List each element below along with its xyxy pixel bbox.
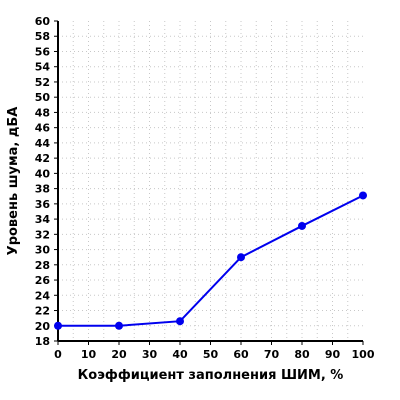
y-tick-label: 42 [35,152,50,165]
y-tick-label: 50 [35,91,51,104]
y-tick-label: 38 [35,183,50,196]
data-point [298,221,306,230]
y-tick-label: 28 [35,259,50,272]
y-tick-label: 58 [35,30,50,43]
y-tick-label: 36 [35,198,51,211]
data-point [54,321,62,330]
x-tick-label: 20 [111,348,127,361]
y-tick-label: 48 [35,106,50,119]
y-tick-label: 54 [35,61,51,74]
y-tick-label: 60 [35,15,51,28]
y-axis-label: Уровень шума, дБА [6,107,21,256]
data-point [115,321,123,330]
y-tick-label: 56 [35,45,51,58]
x-tick-label: 30 [142,348,158,361]
x-tick-label: 100 [352,348,375,361]
y-tick-label: 34 [35,213,51,226]
x-tick-label: 80 [294,348,310,361]
x-tick-label: 60 [233,348,249,361]
y-tick-label: 52 [35,76,50,89]
y-tick-label: 26 [35,274,51,287]
x-tick-label: 90 [325,348,341,361]
x-tick-label: 70 [264,348,280,361]
y-tick-label: 40 [35,167,51,180]
x-tick-label: 50 [203,348,219,361]
x-tick-label: 40 [172,348,188,361]
y-tick-label: 32 [35,228,50,241]
y-tick-label: 24 [35,289,51,302]
y-axis-ticks: 18 20 22 24 26 28 30 32 34 36 38 40 42 44 46 48 50 52 54 56… [35,15,58,348]
data-point [176,317,184,326]
y-tick-label: 46 [35,122,51,135]
x-axis-ticks: 0 10 20 30 40 50 60 70 80 90 100 [54,341,375,361]
x-tick-label: 10 [81,348,97,361]
data-point [237,253,245,262]
chart-grid [58,21,363,341]
x-tick-label: 0 [54,348,62,361]
y-tick-label: 18 [35,335,50,348]
y-tick-label: 20 [35,320,51,333]
y-tick-label: 44 [35,137,51,150]
series-line [58,194,364,327]
data-point [359,191,367,200]
y-tick-label: 30 [35,244,51,257]
y-tick-label: 22 [35,305,50,318]
x-axis-label: Коэффициент заполнения ШИМ, % [78,368,344,383]
chart-series [54,191,367,330]
